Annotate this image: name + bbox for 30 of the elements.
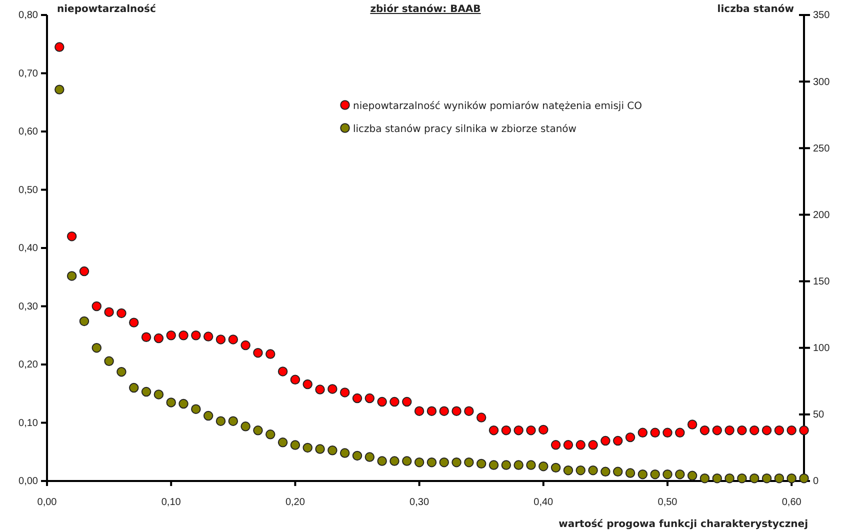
x-tick-label: 0,30: [410, 497, 430, 508]
y2-tick-label: 100: [813, 343, 830, 354]
x-tick-label: 0,50: [658, 497, 678, 508]
legend-label: niepowtarzalność wyników pomiarów natężenia emisji CO: [353, 100, 642, 112]
y-tick-label: 0,50: [18, 184, 38, 196]
y2-axis-title: liczba stanów: [717, 4, 794, 15]
x-axis-title: wartość progowa funkcji charakterystycznej: [558, 518, 808, 530]
y2-tick-label: 50: [813, 410, 825, 421]
chart-title: zbiór stanów: BAAB: [370, 4, 481, 15]
y-tick-label: 0,30: [18, 301, 38, 312]
x-tick-label: 0,20: [285, 497, 306, 508]
y2-tick-label: 300: [813, 76, 830, 88]
y-tick-label: 0,40: [18, 243, 38, 254]
x-tick-label: 0,40: [534, 497, 554, 508]
y2-tick-label: 0: [813, 476, 819, 488]
y-axis-title: niepowtarzalność: [57, 3, 156, 15]
y-tick-label: 0,80: [18, 10, 38, 22]
x-tick-label: 0,10: [161, 497, 182, 508]
y-tick-label: 0,00: [18, 476, 38, 488]
y-tick-label: 0,10: [18, 418, 38, 429]
x-tick-label: 0,00: [37, 497, 58, 508]
y2-tick-label: 250: [813, 143, 830, 154]
y-tick-label: 0,60: [18, 126, 38, 138]
y2-tick-label: 350: [813, 10, 830, 22]
y2-tick-label: 200: [813, 210, 830, 221]
y-tick-label: 0,70: [18, 68, 38, 80]
y2-tick-label: 150: [813, 276, 830, 288]
y-tick-label: 0,20: [18, 360, 38, 371]
x-tick-label: 0,60: [782, 497, 802, 508]
legend-label: liczba stanów pracy silnika w zbiorze stanów: [353, 124, 576, 135]
